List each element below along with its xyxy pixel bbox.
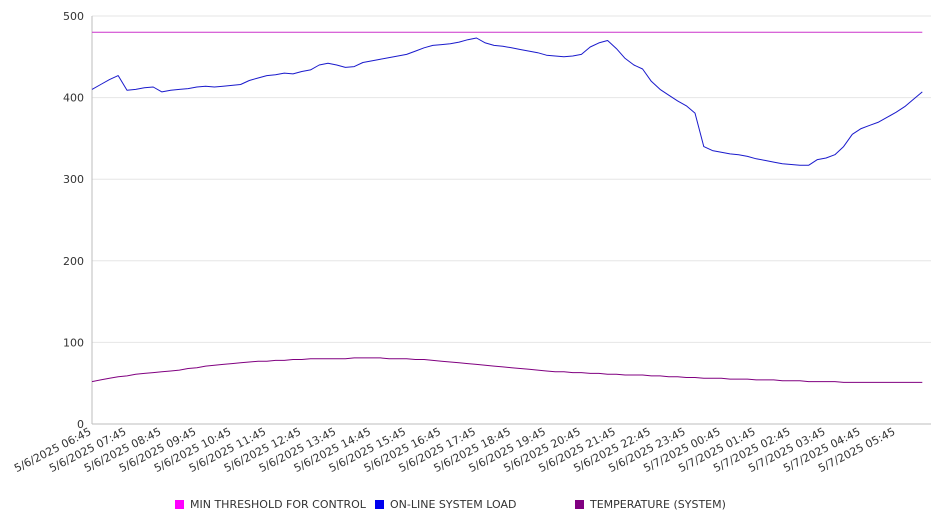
legend-label-temperature: TEMPERATURE (SYSTEM) — [590, 498, 726, 511]
series-line-temperature-system — [91, 357, 923, 383]
legend-swatch-temperature — [575, 500, 584, 509]
legend-swatch-min-threshold — [175, 500, 184, 509]
series-lines — [91, 31, 923, 383]
y-tick-label-0: 0 — [77, 418, 84, 431]
legend-label-min-threshold: MIN THRESHOLD FOR CONTROL — [190, 498, 366, 511]
x-tick-labels: 5/6/2025 06:455/6/2025 07:455/6/2025 08:… — [12, 425, 897, 475]
legend-swatch-online-system-load — [375, 500, 384, 509]
legend-item-online-system-load: ON-LINE SYSTEM LOAD — [375, 498, 516, 511]
y-tick-label-2: 200 — [63, 255, 84, 268]
y-tick-label-4: 400 — [63, 92, 84, 105]
legend-item-temperature: TEMPERATURE (SYSTEM) — [575, 498, 726, 511]
legend-label-online-system-load: ON-LINE SYSTEM LOAD — [390, 498, 517, 511]
y-tick-label-3: 300 — [63, 173, 84, 186]
legend: MIN THRESHOLD FOR CONTROL ON-LINE SYSTEM… — [0, 498, 946, 514]
y-tick-label-5: 500 — [63, 10, 84, 23]
y-tick-labels: 0 100 200 300 400 500 — [63, 10, 84, 431]
legend-item-min-threshold: MIN THRESHOLD FOR CONTROL — [175, 498, 366, 511]
series-line-on-line-system-load — [91, 37, 923, 166]
y-tick-label-1: 100 — [63, 336, 84, 349]
grid-lines — [92, 15, 931, 425]
chart-axes — [91, 16, 931, 425]
